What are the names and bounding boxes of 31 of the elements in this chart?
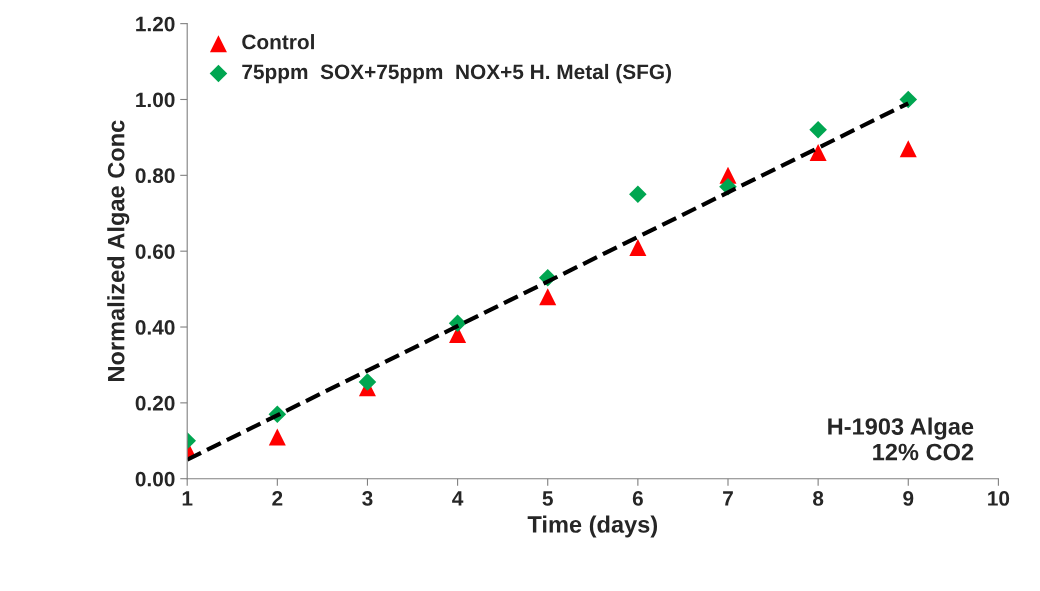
point bbox=[809, 144, 827, 162]
x-tick-label: 3 bbox=[362, 491, 373, 506]
legend-label: Control bbox=[242, 34, 314, 50]
y-tick-label: 0.00 bbox=[135, 471, 175, 487]
x-tick-label: 9 bbox=[903, 491, 914, 506]
y-tick-label: 0.20 bbox=[135, 395, 175, 411]
y-tick-label: 0.40 bbox=[135, 320, 175, 335]
y-tick-label: 0.80 bbox=[135, 168, 175, 184]
point bbox=[899, 90, 918, 109]
x-tick-label: 7 bbox=[723, 491, 733, 506]
point bbox=[358, 373, 377, 391]
x-axis-title: Time (days) bbox=[527, 515, 658, 538]
annotation: H-1903 Algae 12% CO2 bbox=[828, 417, 974, 461]
point bbox=[899, 140, 917, 158]
x-tick-label: 1 bbox=[182, 491, 193, 506]
legend-label: 75ppm SOX+75ppm NOX+5 H. Metal (SFG) bbox=[242, 63, 671, 84]
x-tick-label: 10 bbox=[988, 491, 1010, 506]
point bbox=[268, 428, 286, 446]
y-tick-label: 1.20 bbox=[136, 16, 175, 32]
x-tick-label: 2 bbox=[272, 491, 283, 506]
y-tick-label: 1.00 bbox=[136, 92, 175, 108]
x-tick-label: 4 bbox=[452, 491, 464, 506]
point bbox=[629, 185, 647, 204]
x-tick-label: 5 bbox=[542, 491, 553, 506]
x-tick-label: 6 bbox=[632, 491, 643, 506]
y-tick-label: 0.60 bbox=[135, 244, 175, 259]
x-tick-label: 8 bbox=[813, 491, 824, 506]
point bbox=[629, 238, 647, 256]
point bbox=[539, 288, 557, 306]
point bbox=[809, 121, 827, 139]
y-axis-title: Normalized Algae Conc bbox=[107, 120, 130, 381]
